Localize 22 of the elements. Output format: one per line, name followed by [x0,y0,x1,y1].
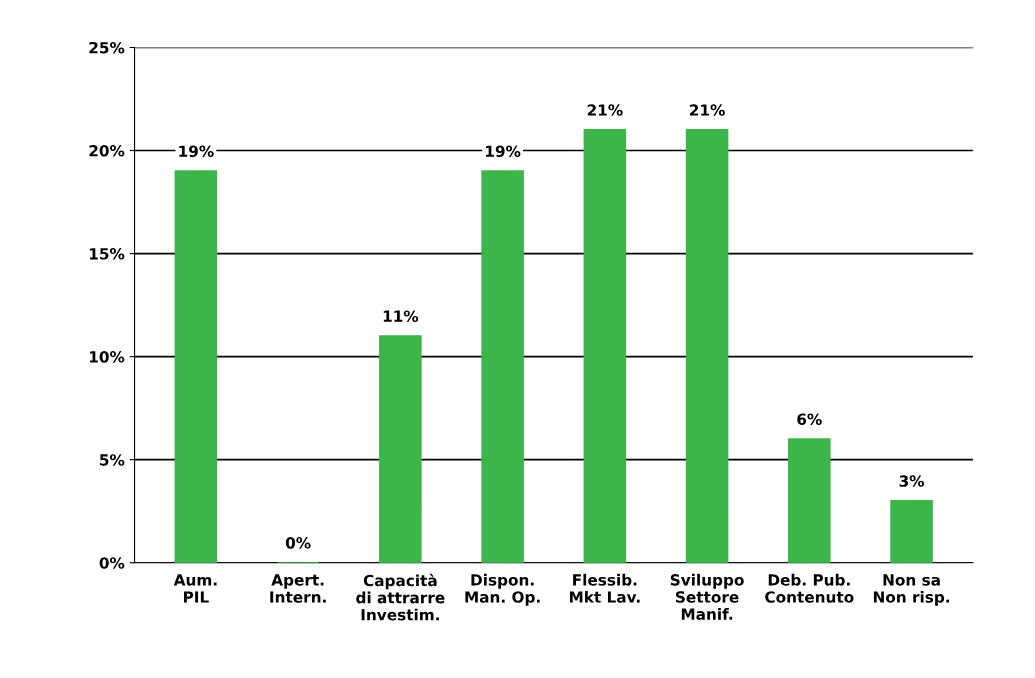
x-tick-label: Capacità di attrarre Investim. [356,573,445,621]
y-tick-label: 25% [89,41,125,54]
data-label: 21% [587,104,623,116]
x-tick-label: Non sa Non risp. [873,574,950,606]
data-label: 3% [899,475,925,487]
x-tick-label: Dispon. Man. Op. [465,573,540,606]
y-tick-label: 10% [89,351,125,363]
data-label: 11% [383,310,419,322]
y-tick-label: 5% [100,454,125,466]
y-tick-label: 0% [99,557,125,569]
data-label: 21% [690,104,725,116]
x-tick-label: Sviluppo Settore Manif. [670,573,744,620]
data-label: 0% [285,537,311,549]
y-tick-label: 15% [89,248,125,260]
x-tick-label: Aum. PIL [173,574,217,603]
data-label: 6% [797,413,822,425]
data-label: 19% [179,145,214,158]
data-label: 19% [486,145,521,158]
x-tick-label: Flessib. Mkt Lav. [569,573,640,603]
x-tick-label: Apert. Intern. [270,574,326,603]
y-tick-label: 20% [89,144,125,157]
x-tick-label: Deb. Pub. Contenuto [765,573,854,603]
